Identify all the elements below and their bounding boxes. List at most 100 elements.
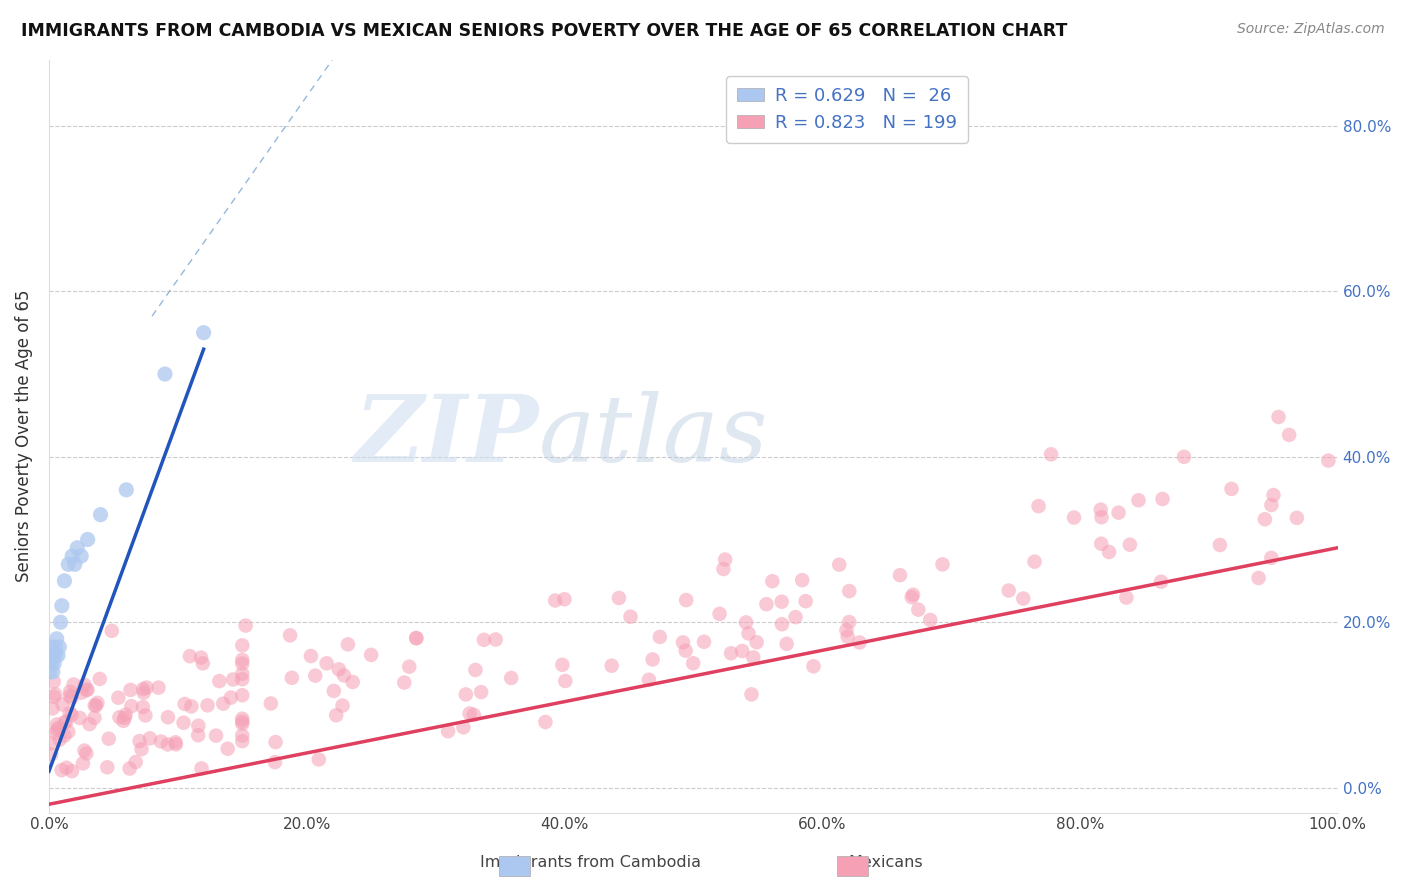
Point (1247, 571, 1270, 585)
Point (48, 640, 70, 654)
Point (197, 698, 219, 713)
Point (191, 657, 214, 671)
Point (42, 648, 65, 663)
Point (553, 592, 575, 607)
Point (120, 699, 142, 714)
Point (672, 635, 695, 649)
Point (41, 657, 63, 671)
Point (76, 533, 98, 547)
Point (907, 602, 929, 616)
Point (1063, 510, 1085, 524)
Point (770, 617, 793, 632)
Point (86, 696, 108, 710)
Point (755, 597, 778, 611)
Point (112, 714, 135, 728)
Point (55, 761, 77, 775)
Point (149, 734, 172, 748)
Point (1260, 550, 1282, 565)
Point (120, 682, 142, 697)
Point (114, 711, 136, 725)
Text: atlas: atlas (538, 391, 768, 481)
Point (231, 639, 253, 653)
Point (66, 541, 89, 555)
Point (89, 508, 111, 522)
Text: Immigrants from Cambodia: Immigrants from Cambodia (479, 855, 702, 870)
Point (231, 657, 253, 671)
Point (740, 687, 762, 701)
Point (607, 591, 630, 605)
Point (463, 707, 485, 722)
Point (714, 552, 737, 566)
Point (58, 558, 80, 572)
Point (1090, 510, 1112, 524)
Point (156, 710, 179, 724)
Point (394, 675, 416, 690)
Point (742, 650, 765, 665)
Point (44, 640, 66, 654)
Point (501, 671, 523, 685)
Point (231, 666, 253, 681)
Point (75, 683, 97, 698)
Point (45, 726, 67, 740)
Point (217, 741, 239, 756)
Point (41, 640, 63, 654)
Point (132, 686, 155, 700)
Point (920, 613, 942, 627)
Point (132, 700, 155, 714)
Point (333, 668, 356, 682)
Point (75, 747, 97, 761)
Point (148, 681, 170, 695)
Point (125, 755, 148, 769)
Point (1028, 499, 1050, 513)
Point (1115, 591, 1137, 605)
Point (675, 643, 697, 657)
Point (901, 588, 924, 602)
Point (648, 630, 671, 644)
Point (231, 734, 253, 748)
Point (84, 698, 107, 713)
Point (89, 672, 111, 686)
Point (156, 738, 179, 752)
Point (437, 724, 460, 739)
Point (49, 615, 72, 630)
Point (235, 618, 257, 632)
Point (1317, 453, 1340, 467)
Point (931, 558, 953, 572)
Point (114, 707, 136, 722)
Point (48, 732, 70, 747)
Point (803, 659, 825, 673)
Point (187, 728, 209, 742)
Legend: R = 0.629   N =  26, R = 0.823   N = 199: R = 0.629 N = 26, R = 0.823 N = 199 (727, 76, 967, 143)
Point (53, 574, 76, 588)
Point (60, 764, 83, 779)
Point (219, 690, 242, 705)
Point (131, 742, 153, 756)
Point (132, 681, 155, 696)
Point (792, 573, 814, 587)
Point (83, 711, 105, 725)
Point (190, 650, 212, 665)
Point (139, 731, 162, 746)
Point (1108, 506, 1130, 520)
Point (735, 615, 758, 630)
Point (889, 568, 911, 582)
Point (231, 729, 253, 743)
Point (1267, 409, 1289, 424)
Point (848, 635, 870, 649)
Point (828, 558, 851, 572)
Point (900, 590, 922, 604)
Point (713, 562, 735, 576)
Point (173, 697, 195, 711)
Point (332, 698, 354, 713)
Point (794, 594, 817, 608)
Point (709, 607, 731, 621)
Point (1040, 447, 1063, 461)
Point (336, 637, 359, 651)
Point (231, 672, 253, 686)
Point (1173, 450, 1195, 464)
Point (59, 706, 82, 720)
Point (44, 687, 66, 701)
Point (731, 644, 754, 658)
Point (96, 760, 118, 774)
Point (770, 595, 793, 609)
